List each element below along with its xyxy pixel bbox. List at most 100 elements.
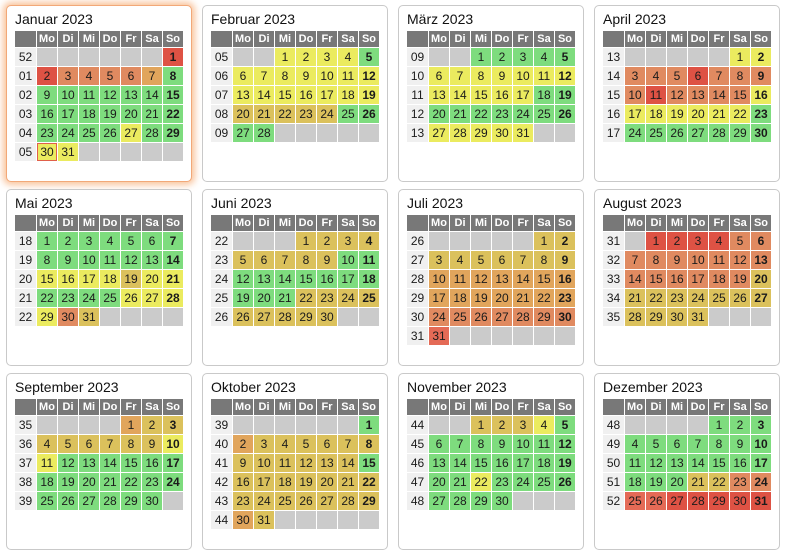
day-cell[interactable]: 7 xyxy=(450,435,470,453)
day-cell[interactable]: 22 xyxy=(163,105,183,123)
day-cell[interactable]: 8 xyxy=(471,67,491,85)
day-cell[interactable]: 26 xyxy=(555,473,575,491)
day-cell[interactable]: 3 xyxy=(513,416,533,434)
day-cell[interactable]: 7 xyxy=(142,67,162,85)
day-cell[interactable]: 26 xyxy=(646,492,666,510)
day-cell[interactable]: 30 xyxy=(492,124,512,142)
day-cell[interactable]: 3 xyxy=(58,67,78,85)
day-cell[interactable]: 25 xyxy=(534,105,554,123)
day-cell[interactable]: 16 xyxy=(730,454,750,472)
day-cell[interactable]: 29 xyxy=(534,308,554,326)
day-cell[interactable]: 17 xyxy=(429,289,449,307)
day-cell[interactable]: 15 xyxy=(646,270,666,288)
day-cell[interactable]: 10 xyxy=(163,435,183,453)
day-cell[interactable]: 17 xyxy=(58,105,78,123)
day-cell[interactable]: 6 xyxy=(121,67,141,85)
day-cell[interactable]: 9 xyxy=(751,67,771,85)
day-cell[interactable]: 29 xyxy=(121,492,141,510)
day-cell[interactable]: 23 xyxy=(555,289,575,307)
day-cell[interactable]: 23 xyxy=(296,105,316,123)
day-cell[interactable]: 11 xyxy=(534,435,554,453)
day-cell[interactable]: 8 xyxy=(37,251,57,269)
day-cell[interactable]: 20 xyxy=(233,105,253,123)
day-cell[interactable]: 22 xyxy=(471,105,491,123)
day-cell[interactable]: 26 xyxy=(555,105,575,123)
day-cell[interactable]: 17 xyxy=(751,454,771,472)
day-cell[interactable]: 7 xyxy=(688,435,708,453)
day-cell[interactable]: 28 xyxy=(513,308,533,326)
day-cell[interactable]: 27 xyxy=(492,308,512,326)
day-cell[interactable]: 19 xyxy=(646,473,666,491)
day-cell[interactable]: 24 xyxy=(751,473,771,491)
day-cell[interactable]: 21 xyxy=(100,473,120,491)
day-cell[interactable]: 19 xyxy=(730,270,750,288)
day-cell[interactable]: 3 xyxy=(625,67,645,85)
day-cell[interactable]: 4 xyxy=(534,416,554,434)
day-cell[interactable]: 29 xyxy=(163,124,183,142)
day-cell[interactable]: 22 xyxy=(37,289,57,307)
day-cell[interactable]: 27 xyxy=(79,492,99,510)
day-cell[interactable]: 28 xyxy=(450,124,470,142)
day-cell[interactable]: 30 xyxy=(730,492,750,510)
day-cell[interactable]: 10 xyxy=(79,251,99,269)
day-cell[interactable]: 20 xyxy=(142,270,162,288)
day-cell[interactable]: 10 xyxy=(513,67,533,85)
day-cell[interactable]: 7 xyxy=(513,251,533,269)
day-cell[interactable]: 6 xyxy=(688,67,708,85)
day-cell[interactable]: 24 xyxy=(79,289,99,307)
day-cell[interactable]: 27 xyxy=(233,124,253,142)
day-cell[interactable]: 13 xyxy=(492,270,512,288)
day-cell[interactable]: 8 xyxy=(275,67,295,85)
day-cell[interactable]: 4 xyxy=(646,67,666,85)
day-cell[interactable]: 16 xyxy=(555,270,575,288)
day-cell[interactable]: 25 xyxy=(338,105,358,123)
day-cell[interactable]: 3 xyxy=(254,435,274,453)
day-cell[interactable]: 9 xyxy=(37,86,57,104)
day-cell[interactable]: 11 xyxy=(275,454,295,472)
day-cell[interactable]: 23 xyxy=(233,492,253,510)
day-cell[interactable]: 3 xyxy=(79,232,99,250)
day-cell[interactable]: 3 xyxy=(429,251,449,269)
day-cell[interactable]: 31 xyxy=(751,492,771,510)
day-cell[interactable]: 3 xyxy=(688,232,708,250)
day-cell[interactable]: 31 xyxy=(513,124,533,142)
day-cell[interactable]: 5 xyxy=(100,67,120,85)
day-cell[interactable]: 21 xyxy=(625,289,645,307)
day-cell[interactable]: 15 xyxy=(471,86,491,104)
day-cell[interactable]: 8 xyxy=(121,435,141,453)
day-cell[interactable]: 30 xyxy=(233,511,253,529)
day-cell[interactable]: 14 xyxy=(142,86,162,104)
day-cell[interactable]: 18 xyxy=(709,270,729,288)
day-cell[interactable]: 15 xyxy=(534,270,554,288)
day-cell[interactable]: 1 xyxy=(275,48,295,66)
day-cell[interactable]: 14 xyxy=(513,270,533,288)
day-cell[interactable]: 9 xyxy=(317,251,337,269)
day-cell[interactable]: 1 xyxy=(709,416,729,434)
day-cell[interactable]: 15 xyxy=(121,454,141,472)
day-cell[interactable]: 15 xyxy=(37,270,57,288)
day-cell[interactable]: 29 xyxy=(296,308,316,326)
day-cell[interactable]: 11 xyxy=(450,270,470,288)
day-cell[interactable]: 3 xyxy=(163,416,183,434)
day-cell[interactable]: 2 xyxy=(492,48,512,66)
day-cell[interactable]: 19 xyxy=(121,270,141,288)
day-cell[interactable]: 26 xyxy=(359,105,379,123)
day-cell[interactable]: 3 xyxy=(751,416,771,434)
day-cell[interactable]: 15 xyxy=(296,270,316,288)
day-cell[interactable]: 20 xyxy=(667,473,687,491)
day-cell[interactable]: 14 xyxy=(450,454,470,472)
day-cell[interactable]: 14 xyxy=(338,454,358,472)
day-cell[interactable]: 12 xyxy=(555,67,575,85)
day-cell[interactable]: 17 xyxy=(513,454,533,472)
day-cell[interactable]: 25 xyxy=(37,492,57,510)
day-cell[interactable]: 16 xyxy=(667,270,687,288)
day-cell[interactable]: 2 xyxy=(730,416,750,434)
day-cell[interactable]: 20 xyxy=(317,473,337,491)
day-cell[interactable]: 19 xyxy=(555,86,575,104)
day-cell[interactable]: 25 xyxy=(646,124,666,142)
day-cell[interactable]: 11 xyxy=(534,67,554,85)
day-cell[interactable]: 1 xyxy=(646,232,666,250)
day-cell[interactable]: 26 xyxy=(296,492,316,510)
day-cell[interactable]: 9 xyxy=(667,251,687,269)
day-cell[interactable]: 10 xyxy=(58,86,78,104)
